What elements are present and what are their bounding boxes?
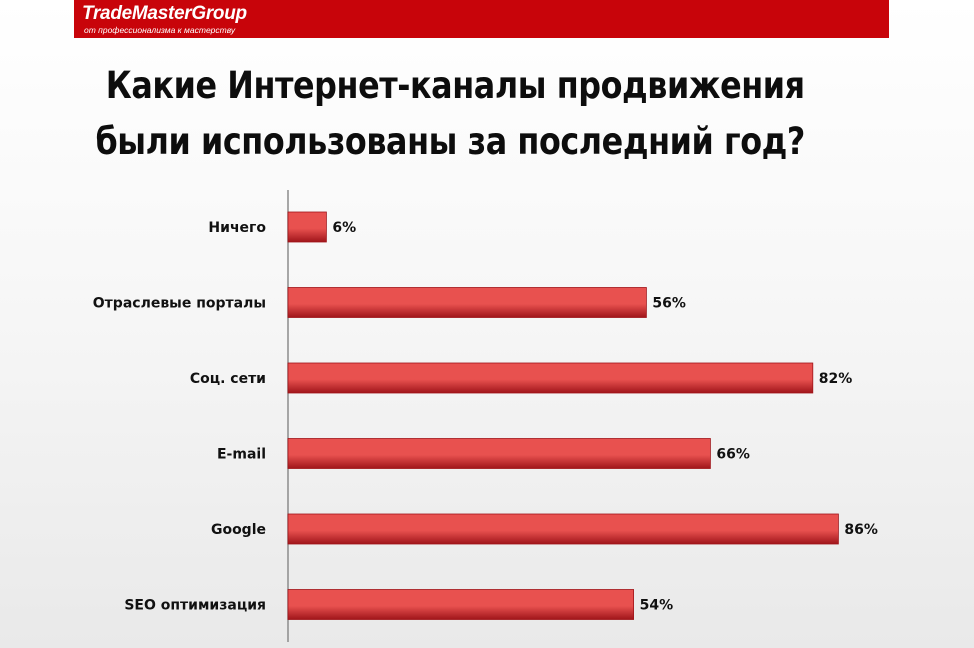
bar-1 <box>287 287 647 318</box>
value-label: 66% <box>716 447 750 463</box>
value-label: 56% <box>652 296 686 312</box>
category-label: E-mail <box>217 447 266 463</box>
category-label: Отраслевые порталы <box>93 296 266 312</box>
chart-title: Какие Интернет-каналы продвижения были и… <box>80 58 805 170</box>
bar-0 <box>287 211 327 243</box>
bar-2 <box>287 362 814 394</box>
chart-title-line-2: были использованы за последний год? <box>95 120 805 163</box>
value-label: 6% <box>332 220 356 236</box>
value-label: 86% <box>844 522 878 538</box>
value-label: 82% <box>819 371 853 387</box>
chart-title-line-1: Какие Интернет-каналы продвижения <box>105 64 805 107</box>
bar-4 <box>287 513 839 545</box>
bar-5 <box>287 589 635 620</box>
logo-tagline: от профессионализма к мастерству <box>84 25 236 35</box>
chart-marks: Ничего 6% Отраслевые порталы 56% Соц. сети 82… <box>93 211 878 620</box>
category-label: Соц. сети <box>190 371 266 387</box>
category-label: Google <box>211 522 266 538</box>
brand-logo: TradeMasterGroup от профессионализма к м… <box>78 2 280 36</box>
bar-3 <box>287 438 711 469</box>
value-label: 54% <box>640 598 674 614</box>
logo-name: TradeMasterGroup <box>82 3 247 24</box>
category-label: SEO оптимизация <box>124 598 266 614</box>
category-label: Ничего <box>208 220 266 236</box>
